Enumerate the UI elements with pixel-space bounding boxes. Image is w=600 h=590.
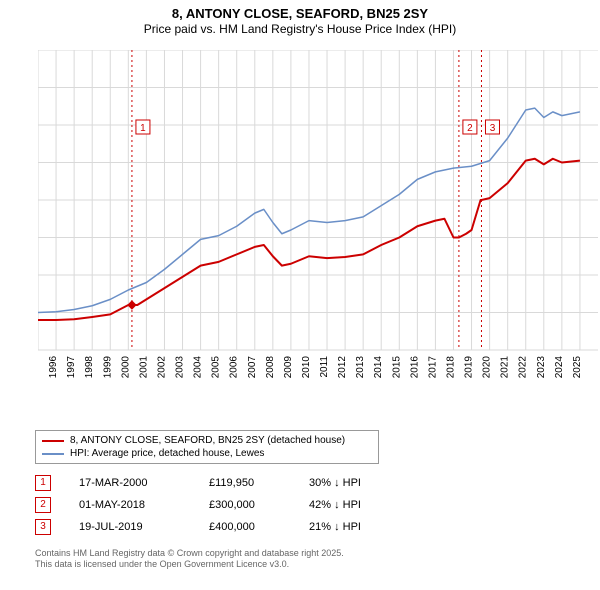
- svg-text:2012: 2012: [337, 356, 348, 379]
- svg-text:2004: 2004: [193, 356, 204, 379]
- svg-text:1999: 1999: [102, 356, 113, 379]
- legend-item: HPI: Average price, detached house, Lewe…: [42, 447, 372, 460]
- title-block: 8, ANTONY CLOSE, SEAFORD, BN25 2SY Price…: [0, 0, 600, 37]
- annotation-price: £400,000: [209, 521, 309, 533]
- svg-text:2000: 2000: [120, 356, 131, 379]
- annotation-date: 17-MAR-2000: [79, 477, 209, 489]
- annotation-diff: 30% ↓ HPI: [309, 477, 399, 489]
- annotation-date: 19-JUL-2019: [79, 521, 209, 533]
- svg-text:1995: 1995: [38, 356, 41, 379]
- svg-text:2019: 2019: [464, 356, 475, 379]
- annotation-diff: 21% ↓ HPI: [309, 521, 399, 533]
- svg-text:2017: 2017: [427, 356, 438, 379]
- svg-text:1996: 1996: [48, 356, 59, 379]
- svg-text:2007: 2007: [247, 356, 258, 379]
- svg-text:2023: 2023: [536, 356, 547, 379]
- title-subtitle: Price paid vs. HM Land Registry's House …: [0, 22, 600, 37]
- annotation-diff: 42% ↓ HPI: [309, 499, 399, 511]
- title-address: 8, ANTONY CLOSE, SEAFORD, BN25 2SY: [0, 6, 600, 22]
- footer: Contains HM Land Registry data © Crown c…: [35, 548, 344, 570]
- svg-text:3: 3: [490, 123, 496, 134]
- annotation-price: £119,950: [209, 477, 309, 489]
- svg-text:2005: 2005: [211, 356, 222, 379]
- svg-text:2014: 2014: [373, 356, 384, 379]
- svg-text:2013: 2013: [355, 356, 366, 379]
- annotation-number: 2: [35, 497, 51, 513]
- annotation-row: 1 17-MAR-2000£119,95030% ↓ HPI: [35, 472, 399, 494]
- svg-text:2024: 2024: [554, 356, 565, 379]
- annotation-price: £300,000: [209, 499, 309, 511]
- legend: 8, ANTONY CLOSE, SEAFORD, BN25 2SY (deta…: [35, 430, 379, 464]
- svg-text:1997: 1997: [66, 356, 77, 379]
- annotation-row: 2 01-MAY-2018£300,00042% ↓ HPI: [35, 494, 399, 516]
- footer-line1: Contains HM Land Registry data © Crown c…: [35, 548, 344, 559]
- svg-text:2009: 2009: [283, 356, 294, 379]
- legend-swatch: [42, 453, 64, 455]
- svg-text:2002: 2002: [156, 356, 167, 379]
- chart-svg: £0£100K£200K£300K£400K£500K£600K£700K£80…: [38, 50, 598, 420]
- svg-text:2020: 2020: [482, 356, 493, 379]
- svg-text:2003: 2003: [175, 356, 186, 379]
- annotation-row: 3 19-JUL-2019£400,00021% ↓ HPI: [35, 516, 399, 538]
- svg-text:2008: 2008: [265, 356, 276, 379]
- svg-text:1: 1: [140, 123, 146, 134]
- annotation-number: 1: [35, 475, 51, 491]
- svg-text:2011: 2011: [319, 356, 330, 378]
- svg-text:1998: 1998: [84, 356, 95, 379]
- svg-text:2016: 2016: [409, 356, 420, 379]
- svg-text:2006: 2006: [229, 356, 240, 379]
- svg-text:2015: 2015: [391, 356, 402, 379]
- annotation-date: 01-MAY-2018: [79, 499, 209, 511]
- svg-text:2: 2: [467, 123, 473, 134]
- chart-container: 8, ANTONY CLOSE, SEAFORD, BN25 2SY Price…: [0, 0, 600, 590]
- legend-label: HPI: Average price, detached house, Lewe…: [70, 447, 264, 460]
- svg-text:2025: 2025: [572, 356, 583, 379]
- chart-area: £0£100K£200K£300K£400K£500K£600K£700K£80…: [38, 50, 598, 380]
- footer-line2: This data is licensed under the Open Gov…: [35, 559, 344, 570]
- svg-text:2021: 2021: [500, 356, 511, 379]
- annotation-table: 1 17-MAR-2000£119,95030% ↓ HPI 2 01-MAY-201…: [35, 472, 399, 538]
- svg-text:2022: 2022: [518, 356, 529, 379]
- annotation-number: 3: [35, 519, 51, 535]
- legend-label: 8, ANTONY CLOSE, SEAFORD, BN25 2SY (deta…: [70, 434, 345, 447]
- svg-text:2018: 2018: [445, 356, 456, 379]
- legend-swatch: [42, 440, 64, 442]
- svg-text:2010: 2010: [301, 356, 312, 379]
- legend-item: 8, ANTONY CLOSE, SEAFORD, BN25 2SY (deta…: [42, 434, 372, 447]
- svg-text:2001: 2001: [138, 356, 149, 379]
